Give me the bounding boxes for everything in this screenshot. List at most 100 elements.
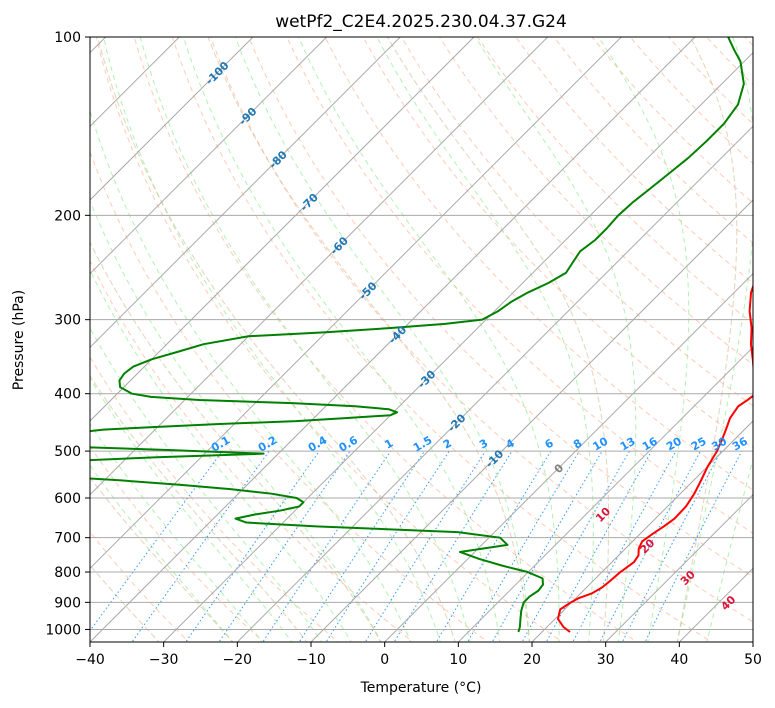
dry-adiabat-line xyxy=(171,37,713,642)
y-tick-label: 1000 xyxy=(45,622,81,638)
moist-adiabat-line xyxy=(183,37,501,642)
y-tick-label: 600 xyxy=(54,491,81,507)
dry-adiabat-label: 10 xyxy=(593,505,613,525)
mixing-ratio-line xyxy=(466,450,580,642)
mixing-ratio-line xyxy=(90,450,223,632)
isotherm-line xyxy=(678,567,753,642)
dry-adiabat-line xyxy=(439,37,753,366)
moist-adiabat-line xyxy=(139,37,471,642)
mixing-ratio-label: 3 xyxy=(477,437,490,452)
mixing-ratio-line xyxy=(621,450,722,642)
isotherm-line xyxy=(90,37,475,422)
isotherm-line xyxy=(236,125,753,642)
isotherm-line xyxy=(457,346,753,642)
isotherm-line xyxy=(162,51,753,642)
mixing-ratio-line xyxy=(325,450,450,642)
isotherm-label: -90 xyxy=(236,105,259,128)
moist-adiabat-line xyxy=(598,37,690,642)
moist-adiabat-line xyxy=(376,37,594,642)
y-axis: 100 200 300 400 500 600 700 800 900 1000 xyxy=(45,30,90,638)
dry-adiabat-line xyxy=(744,37,753,47)
dry-adiabat-label: 40 xyxy=(718,593,738,613)
plot-frame xyxy=(89,36,754,643)
moist-adiabat-line xyxy=(90,464,234,642)
isotherm-line xyxy=(531,420,753,642)
isotherm-line xyxy=(383,272,753,642)
theta-e-line xyxy=(90,476,234,642)
moist-adiabat-line xyxy=(298,37,560,642)
x-axis: −40 −30 −20 −10 0 10 20 30 40 50 xyxy=(75,642,762,668)
x-tick-label: −10 xyxy=(296,652,326,668)
x-tick-label: −30 xyxy=(149,652,179,668)
dry-adiabat-line xyxy=(553,37,753,244)
isotherm-line xyxy=(752,641,753,642)
series-lines xyxy=(90,37,753,633)
mixing-ratio-line xyxy=(572,450,677,642)
dry-adiabat-label: 20 xyxy=(637,536,657,556)
theta-e-line xyxy=(97,37,456,642)
mixing-ratio-line xyxy=(262,450,392,642)
moist-adiabat-line xyxy=(90,199,382,642)
x-tick-label: 40 xyxy=(670,652,688,668)
grid-lines xyxy=(90,37,753,642)
isotherm-line xyxy=(90,37,181,128)
dry-adiabat-line xyxy=(362,37,753,449)
isotherm-line xyxy=(90,37,549,496)
x-tick-label: 0 xyxy=(380,652,389,668)
moist-adiabat-line xyxy=(90,327,323,642)
moist-adiabat-line xyxy=(90,108,412,642)
moist-adiabat-line xyxy=(90,377,293,642)
x-tick-label: 10 xyxy=(449,652,467,668)
dry-adiabat-line xyxy=(210,37,753,623)
isotherm-label: -100 xyxy=(203,59,232,88)
dry-adiabat-line xyxy=(324,37,753,491)
dewpoint-line xyxy=(90,37,745,633)
mixing-ratio-line xyxy=(185,450,320,642)
mixing-ratio-label: 6 xyxy=(543,436,556,451)
x-tick-label: 20 xyxy=(523,652,541,668)
x-tick-label: 30 xyxy=(597,652,615,668)
dry-adiabat-line xyxy=(90,531,190,642)
mixing-ratio-line xyxy=(599,450,701,642)
y-tick-label: 200 xyxy=(54,208,81,224)
y-tick-label: 900 xyxy=(54,595,81,611)
mixing-ratio-line xyxy=(364,450,486,642)
y-tick-label: 800 xyxy=(54,565,81,581)
dry-adiabat-line xyxy=(668,37,753,125)
dry-adiabat-line xyxy=(591,37,753,204)
x-tick-label: −20 xyxy=(223,652,253,668)
mixing-ratio-line xyxy=(131,450,270,642)
isotherm-line xyxy=(90,37,402,349)
moist-adiabat-line xyxy=(90,269,352,642)
mixing-ratio-label: 2 xyxy=(441,437,454,452)
dry-adiabat-line xyxy=(477,37,753,325)
mixing-ratio-label: 4 xyxy=(504,436,517,451)
isotherm-line xyxy=(90,37,696,642)
x-tick-label: −40 xyxy=(75,652,105,668)
background-lines xyxy=(90,37,753,642)
temperature-line xyxy=(557,283,753,633)
mixing-ratio-line xyxy=(298,450,425,642)
dry-adiabat-label: 0 xyxy=(552,461,567,476)
chart-title: wetPf2_C2E4.2025.230.04.37.G24 xyxy=(275,12,567,32)
theta-e-line xyxy=(386,37,610,642)
theta-e-line xyxy=(207,37,530,642)
theta-e-line xyxy=(90,375,308,642)
moist-adiabat-line xyxy=(103,37,441,642)
dry-adiabat-line xyxy=(90,150,489,642)
theta-e-line xyxy=(676,37,738,642)
isotherm-line xyxy=(310,199,753,642)
y-tick-label: 400 xyxy=(54,387,81,403)
y-tick-label: 300 xyxy=(54,313,81,329)
mixing-ratio-line xyxy=(644,450,743,642)
isotherm-line xyxy=(90,37,328,275)
y-tick-label: 700 xyxy=(54,531,81,547)
x-tick-label: 50 xyxy=(744,652,762,668)
theta-e-line xyxy=(90,241,382,642)
mixing-ratio-line xyxy=(218,450,351,642)
x-axis-title: Temperature (°C) xyxy=(360,680,482,696)
isotherm-line xyxy=(90,37,623,570)
line-labels: 0.1 0.2 0.4 0.6 1 1.5 2 3 4 6 8 10 13 16 20 25 30 36-100-… xyxy=(203,59,750,613)
y-axis-title: Pressure (hPa) xyxy=(11,290,27,390)
